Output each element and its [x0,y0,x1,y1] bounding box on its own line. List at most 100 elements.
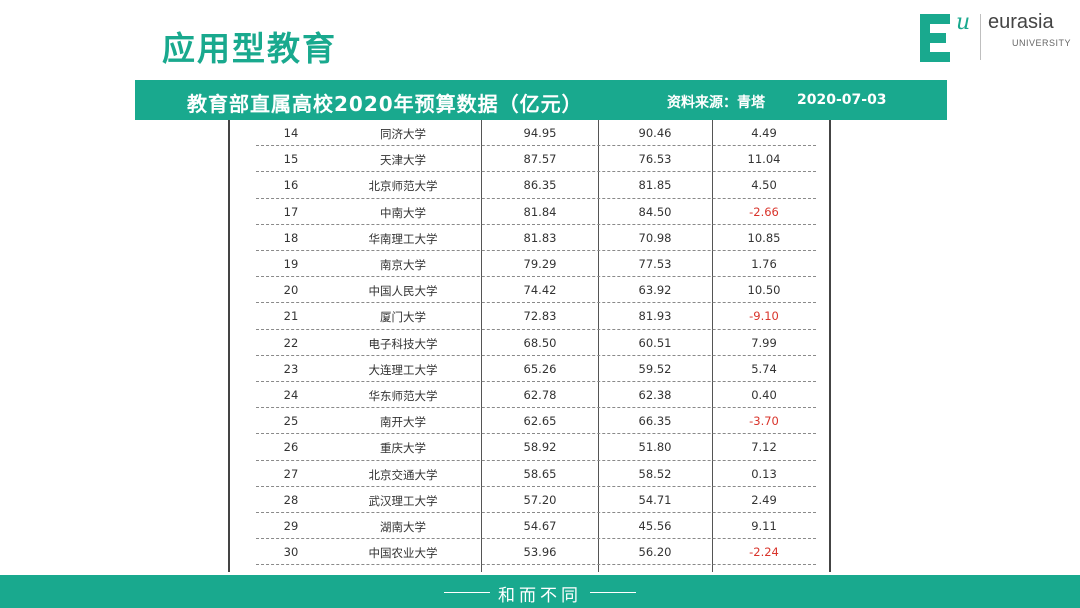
difference-cell: -2.66 [749,204,779,219]
table-row: 16 北京师范大学 86.35 81.85 4.50 [256,172,816,199]
difference-cell: 10.50 [747,283,781,298]
logo-subtitle: UNIVERSITY [1012,38,1072,48]
rank-cell: 26 [283,440,299,455]
difference-cell: 0.13 [751,466,777,481]
difference-cell: 9.11 [751,519,777,533]
budget-2019-cell: 54.71 [638,492,672,507]
difference-cell: 0.40 [751,388,777,402]
budget-2019-cell: 76.53 [638,152,672,167]
difference-cell: 2.49 [751,492,777,507]
banner-source: 资料来源：青塔 [667,95,765,111]
budget-2019-cell: 58.52 [638,466,672,481]
difference-cell: 7.12 [751,440,777,455]
difference-cell: -9.10 [749,309,779,324]
difference-cell: 1.76 [751,257,777,271]
budget-2020-cell: 65.26 [523,361,557,376]
budget-2020-cell: 62.78 [523,388,557,402]
logo-e-mark [920,14,950,62]
table-row: 25 南开大学 62.65 66.35 -3.70 [256,408,816,435]
budget-2019-cell: 70.98 [638,230,672,245]
university-logo: u eurasia UNIVERSITY [920,10,1072,66]
budget-2020-cell: 86.35 [523,178,557,193]
table-frame-right [829,120,831,572]
table-row: 29 湖南大学 54.67 45.56 9.11 [256,513,816,540]
rank-cell: 28 [283,492,299,507]
difference-cell: -3.70 [749,414,779,429]
university-name-cell: 大连理工大学 [368,362,438,377]
budget-2019-cell: 62.38 [638,388,672,402]
university-name-cell: 重庆大学 [380,441,426,456]
budget-2020-cell: 72.83 [523,309,557,324]
rank-cell: 20 [283,283,299,298]
budget-2020-cell: 81.84 [523,204,557,219]
table-row: 27 北京交通大学 58.65 58.52 0.13 [256,461,816,487]
university-name-cell: 中国人民大学 [368,284,438,299]
difference-cell: -2.24 [749,545,779,560]
budget-2019-cell: 63.92 [638,283,672,298]
logo-divider [980,14,981,60]
table-row: 28 武汉理工大学 57.20 54.71 2.49 [256,487,816,513]
budget-2019-cell: 51.80 [638,440,672,455]
university-name-cell: 华南理工大学 [368,231,438,246]
university-name-cell: 北京师范大学 [368,179,438,194]
university-name-cell: 天津大学 [380,153,426,168]
budget-2019-cell: 59.52 [638,361,672,376]
table-row: 23 大连理工大学 65.26 59.52 5.74 [256,356,816,382]
budget-2020-cell: 58.65 [523,466,557,481]
rank-cell: 15 [283,152,299,167]
table-row: 21 厦门大学 72.83 81.93 -9.10 [256,303,816,330]
column-divider [481,120,482,572]
budget-2019-cell: 84.50 [638,204,672,219]
budget-2019-cell: 90.46 [638,126,672,140]
page-title: 应用型教育 [162,29,337,68]
table-row: 24 华东师范大学 62.78 62.38 0.40 [256,382,816,409]
budget-2019-cell: 81.85 [638,178,672,193]
column-divider [598,120,599,572]
footer-bar: 和而不同 [0,575,1080,608]
budget-2020-cell: 68.50 [523,335,557,350]
rank-cell: 24 [283,388,299,402]
budget-2020-cell: 87.57 [523,152,557,167]
university-name-cell: 中南大学 [380,205,426,220]
university-name-cell: 厦门大学 [380,310,426,325]
budget-table: 14 同济大学 94.95 90.46 4.49 15 天津大学 87.57 76.53 11.0… [256,120,816,572]
banner-date: 2020-07-03 [797,92,887,108]
rank-cell: 14 [283,126,299,140]
banner-title: 教育部直属高校2020年预算数据（亿元） [187,92,583,116]
difference-cell: 11.04 [747,152,781,167]
rank-cell: 19 [283,257,299,271]
budget-2019-cell: 45.56 [638,519,672,533]
footer-motto: 和而不同 [498,586,582,606]
budget-2020-cell: 79.29 [523,257,557,271]
university-name-cell: 中国农业大学 [368,546,438,561]
budget-2019-cell: 60.51 [638,335,672,350]
budget-2020-cell: 62.65 [523,414,557,429]
table-row: 15 天津大学 87.57 76.53 11.04 [256,146,816,173]
budget-2019-cell: 56.20 [638,545,672,560]
column-divider [712,120,713,572]
university-name-cell: 同济大学 [380,127,426,141]
rank-cell: 22 [283,335,299,350]
table-row: 22 电子科技大学 68.50 60.51 7.99 [256,330,816,356]
university-name-cell: 湖南大学 [380,520,426,534]
university-name-cell: 电子科技大学 [368,336,438,351]
rank-cell: 23 [283,361,299,376]
difference-cell: 5.74 [751,361,777,376]
table-row: 17 中南大学 81.84 84.50 -2.66 [256,199,816,225]
budget-2019-cell: 81.93 [638,309,672,324]
footer-rule-right [590,592,636,593]
budget-2019-cell: 66.35 [638,414,672,429]
footer-rule-left [444,592,490,593]
table-row: 18 华南理工大学 81.83 70.98 10.85 [256,225,816,251]
budget-2020-cell: 53.96 [523,545,557,560]
university-name-cell: 北京交通大学 [368,467,438,482]
budget-2019-cell: 77.53 [638,257,672,271]
rank-cell: 25 [283,414,299,429]
difference-cell: 4.50 [751,178,777,193]
rank-cell: 16 [283,178,299,193]
logo-superscript: u [956,10,971,35]
logo-name: eurasia [988,11,1054,33]
university-name-cell: 华东师范大学 [368,389,438,403]
rank-cell: 29 [283,519,299,533]
table-frame-left [228,120,230,572]
